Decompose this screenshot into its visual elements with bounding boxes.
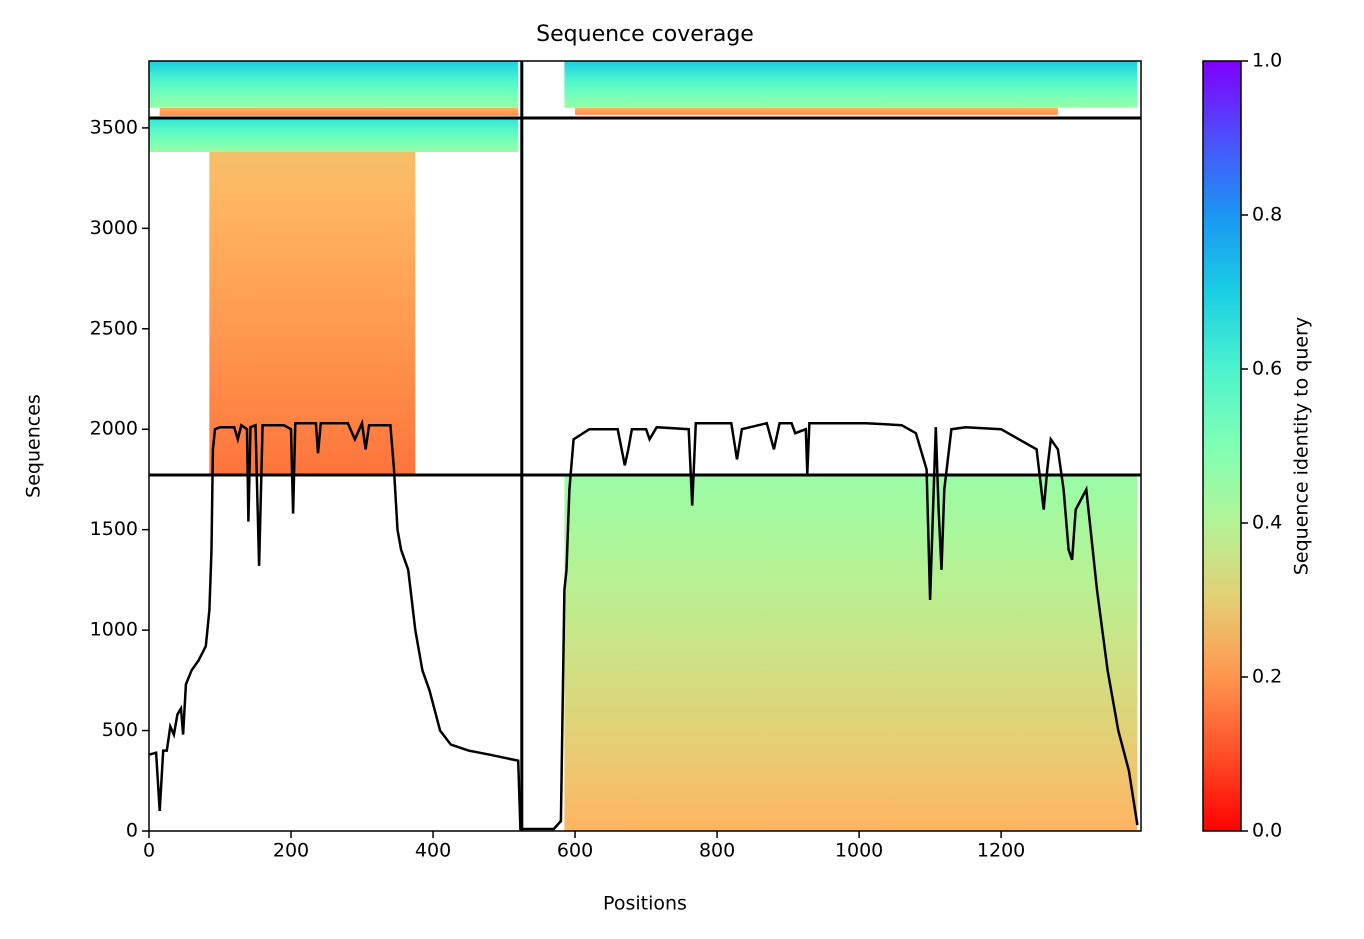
coverage-block: [564, 61, 1138, 108]
coverage-block: [564, 475, 1138, 831]
y-tick-label: 3000: [90, 217, 138, 239]
chart-title: Sequence coverage: [536, 22, 754, 47]
x-tick-label: 1200: [977, 840, 1025, 862]
y-tick-label: 2000: [90, 418, 138, 440]
coverage-block: [209, 152, 416, 476]
coverage-block: [149, 61, 519, 108]
colorbar-tick-label: 0.8: [1252, 204, 1282, 226]
coverage-line: [148, 418, 1139, 831]
x-tick-label: 400: [415, 840, 451, 862]
y-tick-label: 0: [126, 820, 138, 842]
y-tick-label: 1000: [90, 619, 138, 641]
y-axis-label: Sequences: [23, 394, 45, 498]
coverage-block: [159, 107, 519, 116]
plot-frame: [148, 60, 1142, 832]
y-tick-label: 3500: [90, 116, 138, 138]
colorbar: [1202, 60, 1242, 832]
colorbar-label: Sequence identity to query: [1291, 317, 1313, 575]
colorbar-tick-label: 0.2: [1252, 666, 1282, 688]
x-tick-label: 800: [699, 840, 735, 862]
colorbar-tick-label: 0.0: [1252, 820, 1282, 842]
colorbar-tick-label: 0.4: [1252, 512, 1282, 534]
x-axis-label: Positions: [603, 893, 687, 915]
x-tick-label: 0: [143, 840, 155, 862]
colorbar-tick-label: 0.6: [1252, 358, 1282, 380]
coverage-block: [575, 107, 1058, 115]
y-tick-label: 500: [102, 719, 138, 741]
colorbar-tick-label: 1.0: [1252, 50, 1282, 72]
coverage-block: [149, 118, 519, 153]
y-tick-label: 1500: [90, 518, 138, 540]
x-tick-label: 200: [273, 840, 309, 862]
x-tick-label: 600: [557, 840, 593, 862]
x-tick-label: 1000: [835, 840, 883, 862]
y-tick-label: 2500: [90, 317, 138, 339]
